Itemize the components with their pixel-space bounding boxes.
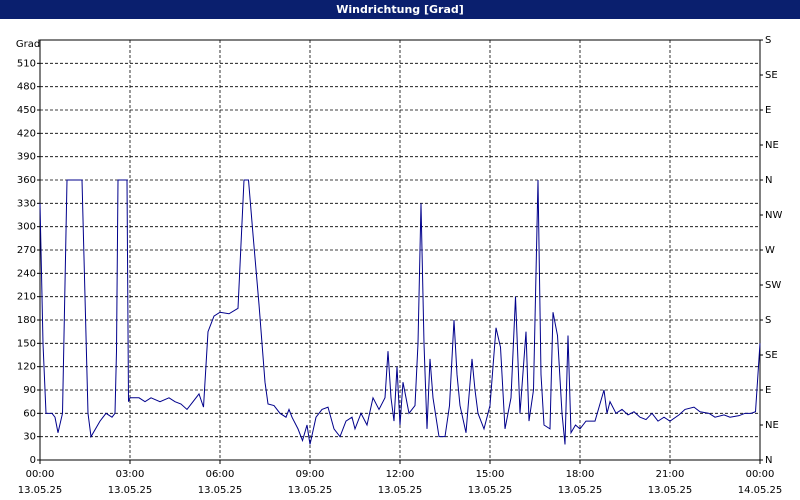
y2-tick-label: N [765, 455, 772, 466]
y-tick-label: 60 [23, 408, 36, 419]
x-tick-label: 18:00 13.05.25 [557, 469, 603, 496]
y-axis-label: Grad [16, 39, 40, 50]
y-tick-label: 360 [17, 175, 36, 186]
x-tick-label: 15:00 13.05.25 [467, 469, 513, 496]
y-tick-label: 210 [17, 292, 36, 303]
y2-tick-label: S [765, 35, 771, 46]
y2-tick-label: SE [765, 70, 778, 81]
y-tick-label: 240 [17, 268, 36, 279]
y2-tick-label: E [765, 105, 771, 116]
plot-frame [39, 39, 761, 461]
y2-tick-label: SW [765, 280, 781, 291]
y-tick-label: 480 [17, 82, 36, 93]
x-tick-label: 21:00 13.05.25 [647, 469, 693, 496]
y-tick-label: 450 [17, 105, 36, 116]
y-tick-label: 390 [17, 152, 36, 163]
x-tick-label: 00:00 14.05.25 [737, 469, 783, 496]
data-line [39, 179, 761, 445]
y-tick-label: 90 [23, 385, 36, 396]
window-title: Windrichtung [Grad] [0, 0, 800, 19]
x-tick-label: 12:00 13.05.25 [377, 469, 423, 496]
x-tick-label: 06:00 13.05.25 [197, 469, 243, 496]
y-tick-label: 270 [17, 245, 36, 256]
y-tick-label: 510 [17, 58, 36, 69]
y-tick-label: 330 [17, 198, 36, 209]
y2-tick-label: N [765, 175, 772, 186]
y-tick-label: 150 [17, 338, 36, 349]
y2-tick-label: SE [765, 350, 778, 361]
y-tick-label: 180 [17, 315, 36, 326]
y2-tick-label: S [765, 315, 771, 326]
y-tick-label: 420 [17, 128, 36, 139]
x-tick-label: 09:00 13.05.25 [287, 469, 333, 496]
y-tick-label: 0 [30, 455, 36, 466]
y-tick-label: 300 [17, 222, 36, 233]
y-tick-label: 120 [17, 362, 36, 373]
y2-tick-label: E [765, 385, 771, 396]
y2-tick-label: NW [765, 210, 782, 221]
y2-tick-label: NE [765, 420, 779, 431]
x-tick-label: 03:00 13.05.25 [107, 469, 153, 496]
y-tick-label: 30 [23, 432, 36, 443]
y2-tick-label: NE [765, 140, 779, 151]
y2-tick-label: W [765, 245, 775, 256]
x-tick-label: 00:00 13.05.25 [17, 469, 63, 496]
